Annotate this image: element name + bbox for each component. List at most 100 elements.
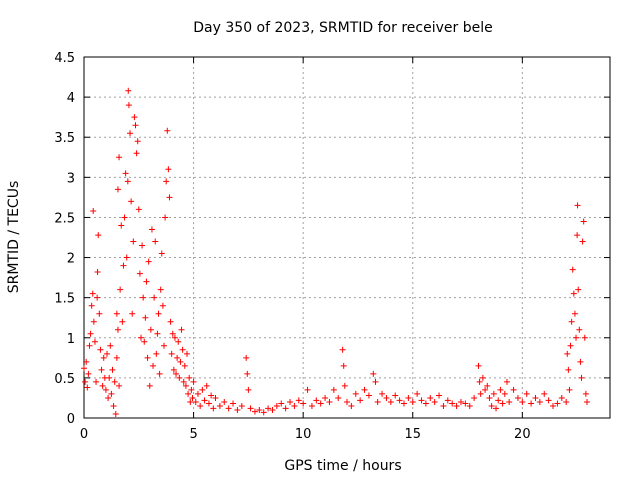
data-point xyxy=(374,398,381,405)
data-point xyxy=(453,402,460,409)
data-point xyxy=(201,397,208,404)
data-point xyxy=(108,390,115,397)
data-point xyxy=(449,400,456,407)
data-point xyxy=(133,150,140,157)
data-point xyxy=(174,354,181,361)
data-point xyxy=(132,122,139,129)
data-point xyxy=(462,400,469,407)
data-point xyxy=(143,278,150,285)
data-point xyxy=(573,334,580,341)
y-tick-label: 1 xyxy=(67,332,75,347)
data-point xyxy=(139,242,146,249)
data-point xyxy=(166,194,173,201)
data-point xyxy=(197,402,204,409)
data-point xyxy=(83,358,90,365)
data-point xyxy=(212,394,219,401)
data-point xyxy=(109,366,116,373)
data-point xyxy=(287,398,294,405)
data-point xyxy=(330,386,337,393)
data-point xyxy=(125,87,132,94)
data-point xyxy=(238,402,245,409)
data-point xyxy=(247,405,254,412)
data-point xyxy=(141,338,148,345)
data-point xyxy=(568,318,575,325)
data-point xyxy=(565,366,572,373)
data-point xyxy=(444,397,451,404)
data-point xyxy=(409,398,416,405)
data-point xyxy=(81,365,87,372)
data-point xyxy=(100,354,107,361)
data-point xyxy=(499,400,506,407)
data-point xyxy=(111,378,118,385)
data-point xyxy=(392,392,399,399)
data-point xyxy=(564,350,571,357)
data-point xyxy=(510,386,517,393)
data-point xyxy=(291,402,298,409)
data-point xyxy=(475,362,482,369)
x-tick-label: 10 xyxy=(295,427,312,442)
y-tick-label: 0 xyxy=(67,412,75,427)
data-point xyxy=(482,386,489,393)
data-point xyxy=(96,310,103,317)
data-point xyxy=(304,386,311,393)
data-point xyxy=(181,362,188,369)
data-point xyxy=(105,394,112,401)
data-point xyxy=(165,166,172,173)
data-point xyxy=(169,330,176,337)
data-point xyxy=(124,178,131,185)
data-point xyxy=(365,392,372,399)
data-point xyxy=(497,386,504,393)
data-point xyxy=(190,378,197,385)
data-point xyxy=(155,310,162,317)
data-points xyxy=(81,87,590,417)
data-point xyxy=(130,238,137,245)
data-point xyxy=(260,409,267,416)
data-point xyxy=(84,384,91,391)
data-point xyxy=(131,114,138,121)
data-point xyxy=(140,294,147,301)
data-point xyxy=(484,382,491,389)
data-point xyxy=(245,386,252,393)
data-point xyxy=(400,400,407,407)
data-point xyxy=(528,400,535,407)
data-point xyxy=(99,382,106,389)
data-point xyxy=(422,400,429,407)
data-point xyxy=(348,402,355,409)
data-point xyxy=(471,394,478,401)
data-point xyxy=(134,138,141,145)
x-tick-label: 20 xyxy=(514,427,531,442)
data-point xyxy=(167,318,174,325)
data-point xyxy=(574,202,581,209)
y-tick-label: 2.5 xyxy=(54,211,75,226)
data-point xyxy=(123,254,130,261)
data-point xyxy=(184,350,191,357)
data-point xyxy=(244,370,251,377)
data-point xyxy=(519,398,526,405)
data-point xyxy=(490,390,497,397)
data-point xyxy=(335,394,342,401)
data-point xyxy=(94,268,101,275)
data-point xyxy=(171,334,178,341)
data-point xyxy=(514,394,521,401)
data-point xyxy=(129,310,136,317)
data-point xyxy=(503,378,510,385)
y-tick-label: 3.5 xyxy=(54,131,75,146)
data-point xyxy=(372,378,379,385)
data-point xyxy=(152,238,159,245)
data-point xyxy=(569,266,576,273)
chart-title: Day 350 of 2023, SRMTID for receiver bel… xyxy=(193,20,492,36)
data-point xyxy=(265,405,272,412)
data-point xyxy=(89,290,96,297)
data-point xyxy=(146,382,153,389)
data-point xyxy=(357,397,364,404)
data-point xyxy=(104,350,111,357)
data-point xyxy=(466,402,473,409)
y-tick-label: 3 xyxy=(67,171,75,186)
y-axis-title: SRMTID / TECUs xyxy=(6,181,22,294)
data-point xyxy=(278,400,285,407)
y-tick-label: 0.5 xyxy=(54,372,75,387)
data-point xyxy=(156,370,163,377)
plot-frame xyxy=(83,56,611,419)
data-point xyxy=(457,398,464,405)
